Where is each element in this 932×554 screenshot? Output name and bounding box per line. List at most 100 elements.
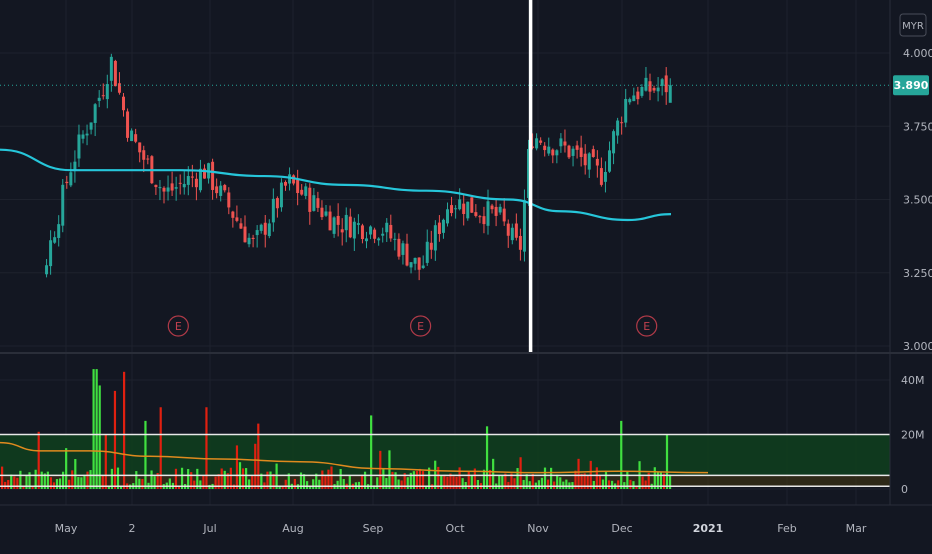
candle-body [632, 95, 636, 102]
candle-body [85, 133, 89, 136]
candle-body [648, 81, 652, 92]
volume-bar [272, 474, 275, 489]
candle-body [381, 233, 385, 236]
time-tick-label: Mar [846, 522, 867, 535]
candle-body [53, 237, 57, 243]
candle-body [61, 184, 65, 226]
volume-bar [556, 474, 559, 489]
price-panel[interactable] [0, 0, 672, 281]
volume-bar [580, 473, 583, 489]
candle-body [656, 87, 660, 92]
volume-bar [577, 458, 580, 489]
candle-body [288, 174, 292, 184]
volume-bar [550, 467, 553, 489]
candle-body [599, 168, 603, 185]
volume-bar [223, 470, 226, 489]
volume-bar [196, 468, 199, 489]
candle-body [527, 148, 530, 198]
volume-bar [437, 466, 440, 489]
volume-bar [43, 473, 46, 489]
volume-bar [525, 474, 528, 489]
volume-bar [543, 467, 547, 489]
candle-body [65, 181, 69, 184]
candle-body [522, 200, 526, 252]
volume-bar [248, 479, 251, 489]
ma-cyan-line [0, 148, 672, 222]
candle-body [369, 226, 373, 235]
candle-body [352, 221, 356, 239]
candle-body [595, 158, 599, 166]
last-price-tag [893, 75, 929, 96]
candle-body [69, 172, 73, 186]
candle-body [401, 243, 405, 255]
volume-bar [510, 473, 513, 489]
candle-body [470, 197, 474, 213]
volume-bar [360, 474, 364, 489]
volume-bar [113, 390, 117, 489]
volume-bar [7, 480, 10, 489]
candle-body [441, 219, 445, 233]
volume-bar [513, 478, 516, 489]
volume-bar [540, 477, 544, 489]
volume-bar [13, 476, 16, 489]
volume-bar [275, 463, 278, 489]
volume-bar [199, 480, 202, 489]
volume-bar [668, 474, 672, 489]
candle-body [409, 262, 413, 268]
candle-body [535, 138, 539, 149]
candle-body [551, 149, 555, 156]
volume-bar [116, 467, 120, 489]
candle-body [158, 187, 162, 189]
volume-bar [440, 475, 443, 489]
volume-bar [269, 471, 272, 489]
candle-body [101, 95, 105, 97]
volume-bar [229, 467, 232, 489]
volume-bar [202, 475, 205, 489]
candle-body [583, 153, 587, 166]
candle-body [393, 238, 397, 240]
price-tick-label: 3.250 [903, 267, 932, 280]
candle-body [170, 183, 174, 191]
candle-body [385, 222, 389, 233]
candle-body [142, 150, 146, 160]
candle-body [255, 230, 259, 236]
candle-body [320, 207, 324, 218]
candle-body [223, 185, 227, 191]
volume-bar [376, 477, 379, 489]
volume-bar [28, 472, 31, 489]
volume-bar [19, 470, 22, 489]
volume-bar [312, 479, 315, 489]
volume-bar [446, 476, 449, 489]
candle-body [377, 238, 381, 241]
volume-bar [190, 472, 193, 489]
candle-body [567, 145, 571, 158]
volume-bar [583, 473, 586, 489]
volume-bar [83, 475, 86, 489]
volume-bar [65, 448, 68, 489]
candle-body [113, 60, 117, 87]
candle-body [510, 227, 514, 241]
volume-bar [260, 473, 263, 489]
price-tick-label: 4.000 [903, 47, 932, 60]
candle-body [190, 176, 194, 178]
candle-body [450, 205, 454, 214]
volume-bar [489, 469, 492, 489]
candle-body [243, 226, 247, 243]
candle-body [81, 134, 85, 139]
volume-bar [153, 476, 156, 489]
volume-bar [665, 434, 669, 489]
candle-body [130, 130, 134, 142]
volume-panel[interactable] [0, 369, 890, 489]
volume-bar [174, 468, 178, 489]
volume-bar [470, 475, 473, 489]
volume-bar [607, 480, 611, 489]
volume-bar [598, 476, 601, 489]
volume-bar [22, 485, 25, 489]
volume-bar [306, 481, 309, 489]
volume-bar [107, 485, 110, 489]
candle-body [486, 201, 490, 226]
volume-bar [321, 470, 324, 489]
candle-body [640, 86, 644, 96]
candle-body [203, 168, 206, 179]
price-tick-label: 3.750 [903, 120, 932, 133]
